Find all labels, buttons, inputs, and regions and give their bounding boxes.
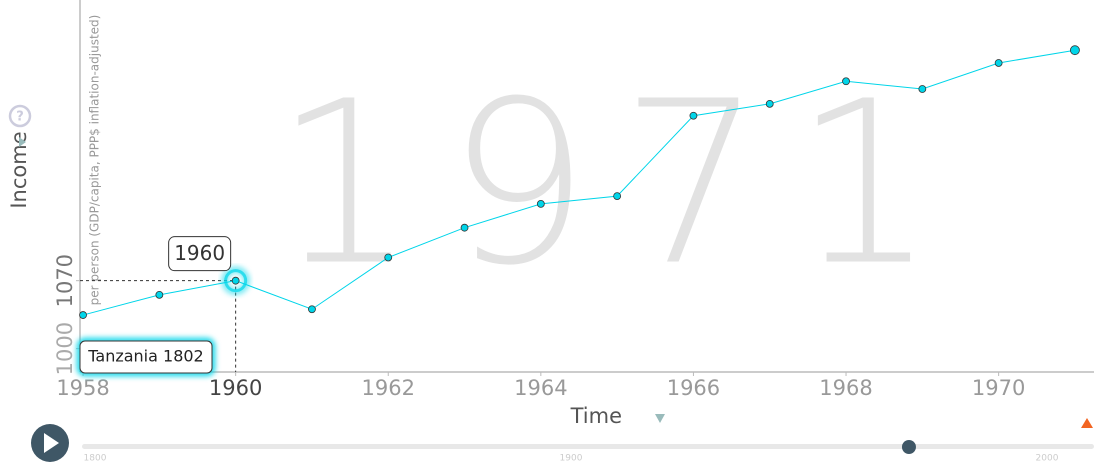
- x-tick-label: 1962: [362, 376, 415, 400]
- trail-point: [231, 276, 240, 285]
- help-icon[interactable]: [8, 104, 32, 128]
- slider-handle[interactable]: [901, 440, 916, 454]
- trail-point: [155, 290, 164, 299]
- help-icon-text[interactable]: ?: [16, 110, 24, 125]
- tooltip-text: 1960: [174, 241, 225, 265]
- trail-point: [842, 77, 850, 86]
- slider-tick-label: 1900: [560, 454, 583, 464]
- trail-point: [384, 253, 393, 262]
- x-tick-label: 1966: [667, 376, 720, 400]
- y-axis-sublabel: per person (GDP/capita, PPP$ inflation-a…: [88, 15, 102, 306]
- trail-point: [308, 305, 316, 314]
- year-watermark: 1971: [274, 54, 967, 316]
- x-axis-dropdown[interactable]: [655, 414, 665, 423]
- y-tick-label: 1070: [53, 254, 77, 307]
- warning-icon[interactable]: [1081, 418, 1093, 428]
- trail-point: [765, 99, 774, 108]
- trail-point: [1070, 45, 1080, 56]
- entity-label-box: [79, 340, 213, 374]
- tooltip-box: [168, 236, 232, 272]
- play-icon[interactable]: [44, 433, 59, 453]
- y-tick-label: 1000: [53, 322, 77, 375]
- x-tick-label: 1960: [209, 376, 262, 400]
- slider-tick-label: 2000: [1036, 454, 1059, 464]
- slider-tick-label: 1800: [84, 454, 107, 464]
- trail-point: [79, 311, 87, 319]
- trail-point: [536, 200, 545, 208]
- x-axis-label[interactable]: Time: [570, 404, 622, 428]
- x-tick-label: 1958: [56, 376, 109, 400]
- entity-label[interactable]: Tanzania 1802: [87, 347, 203, 366]
- trail-point: [689, 111, 698, 120]
- trail-point: [460, 223, 469, 232]
- y-axis-dropdown[interactable]: [19, 137, 26, 147]
- trail-point: [613, 192, 622, 201]
- x-tick-label: 1968: [819, 376, 872, 400]
- selected-ring: [224, 269, 248, 293]
- slider-track[interactable]: [82, 444, 1094, 449]
- trail-point: [994, 59, 1003, 67]
- trail-point: [918, 85, 927, 93]
- x-tick-label: 1964: [514, 376, 567, 400]
- x-tick-label: 1970: [972, 376, 1025, 400]
